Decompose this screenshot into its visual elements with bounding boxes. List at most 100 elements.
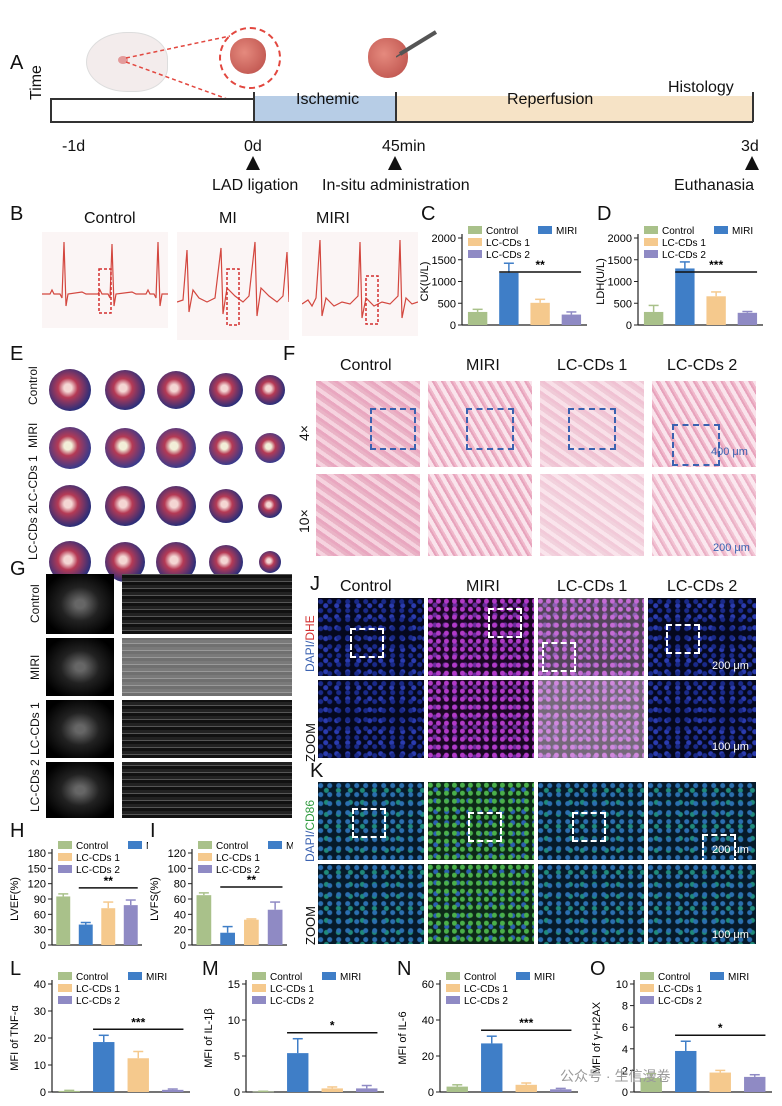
ttc-heart-slice <box>156 486 196 526</box>
dhe-roi-control <box>350 628 384 658</box>
legend-swatch-lccds2 <box>644 250 658 258</box>
timeline-line <box>50 121 753 123</box>
timeline-tick-3d <box>752 92 754 122</box>
syringe-icon <box>396 30 438 58</box>
he-4x-control <box>316 381 420 467</box>
cd86-lccds1 <box>538 782 644 860</box>
he-col-lccds2: LC-CDs 2 <box>667 357 738 374</box>
dhe-zoom-lccds2 <box>648 680 756 758</box>
bar-lccds2 <box>744 1076 766 1092</box>
phase-histology: Histology <box>668 79 734 96</box>
ecg-title-mi: MI <box>219 210 237 227</box>
he-col-lccds1: LC-CDs 1 <box>557 357 628 374</box>
ttc-heart-slice <box>156 428 196 468</box>
dhe-col-control: Control <box>340 578 392 595</box>
heart-injection-icon <box>368 38 408 78</box>
event-lad-ligation: LAD ligation <box>212 177 299 194</box>
y-tick-label: 20 <box>422 1051 434 1063</box>
bar-miri <box>78 924 93 945</box>
he-scale-400: 400 μm <box>711 446 748 458</box>
legend-swatch-miri <box>268 841 282 849</box>
significance-stars: * <box>718 1021 723 1035</box>
y-tick-label: 1000 <box>608 277 632 289</box>
legend-swatch-control <box>58 841 72 849</box>
tick-minus1d: -1d <box>62 138 86 155</box>
dhe-miri <box>428 598 534 676</box>
bar-lccds1 <box>101 908 116 945</box>
y-axis-label: MFI of IL-6 <box>397 1011 409 1064</box>
dhe-roi-lccds2 <box>666 624 700 654</box>
he-col-control: Control <box>340 357 392 374</box>
bar-lccds2 <box>267 909 283 945</box>
zoom-lines <box>125 35 231 101</box>
dapi-text: DAPI/ <box>303 640 317 672</box>
legend-swatch-lccds1 <box>446 984 460 992</box>
echo-row-control: Control <box>28 584 42 623</box>
legend-swatch-control <box>446 972 460 980</box>
bar-miri <box>287 1053 309 1092</box>
dhe-scale-200: 200 μm <box>712 660 749 672</box>
ecg-title-control: Control <box>84 210 136 227</box>
cd86-roi-lccds1 <box>572 812 606 842</box>
dhe-zoom-control <box>318 680 424 758</box>
cd86-control <box>318 782 424 860</box>
y-tick-label: 4 <box>622 1044 628 1056</box>
panel-c-label: C <box>421 203 436 225</box>
echo-2d-miri <box>46 638 114 696</box>
bar-control <box>446 1086 468 1092</box>
legend-swatch-lccds1 <box>198 853 212 861</box>
legend-swatch-miri <box>322 972 336 980</box>
cd86-zoom-lccds2 <box>648 864 756 944</box>
significance-stars: ** <box>535 258 545 272</box>
dhe-control <box>318 598 424 676</box>
y-tick-label: 120 <box>168 848 186 860</box>
cd86-zoom-miri <box>428 864 534 944</box>
ttc-heart-slice <box>209 489 243 523</box>
heart-zoom-circle <box>219 27 281 89</box>
y-tick-label: 15 <box>228 979 240 991</box>
bar-lccds1 <box>706 296 726 325</box>
y-tick-label: 40 <box>34 979 46 991</box>
y-tick-label: 2 <box>622 1065 628 1077</box>
y-tick-label: 150 <box>28 863 46 875</box>
dhe-col-lccds1: LC-CDs 1 <box>557 578 628 595</box>
legend-label-control: Control <box>486 226 518 237</box>
cd86-scale-100: 100 μm <box>712 929 749 941</box>
dapi-text-k: DAPI/ <box>303 830 317 862</box>
y-axis-label: MFI of TNF-α <box>9 1005 21 1071</box>
bar-miri <box>675 1050 697 1092</box>
legend-label-lccds2: LC-CDs 2 <box>270 996 314 1007</box>
ttc-heart-slice <box>49 485 91 527</box>
echo-2d-control <box>46 574 114 634</box>
y-axis-label: CK(U/L) <box>419 262 431 302</box>
y-tick-label: 5 <box>234 1051 240 1063</box>
y-tick-label: 1000 <box>432 277 456 289</box>
bar-lccds1 <box>127 1058 149 1092</box>
y-tick-label: 500 <box>614 298 632 310</box>
panel-j-label: J <box>310 573 320 595</box>
bar-miri <box>481 1043 503 1092</box>
y-axis-label: LVEF(%) <box>9 877 21 921</box>
he-roi-control <box>370 408 416 450</box>
legend-swatch-lccds2 <box>640 996 654 1004</box>
y-tick-label: 0 <box>40 1087 46 1099</box>
y-tick-label: 40 <box>422 1015 434 1027</box>
cd86-roi-miri <box>468 812 502 842</box>
legend-swatch-lccds2 <box>58 996 72 1004</box>
echo-2d-lccds2 <box>46 762 114 818</box>
ttc-heart-slice <box>255 433 285 463</box>
event-euthanasia: Euthanasia <box>674 177 755 194</box>
bar-control <box>196 895 212 945</box>
legend-swatch-lccds2 <box>58 865 72 873</box>
ischemic-bar <box>253 96 395 122</box>
dhe-lccds1 <box>538 598 644 676</box>
arrow-3d-icon <box>745 156 759 170</box>
panel-m-label: M <box>202 958 219 980</box>
he-col-miri: MIRI <box>466 357 500 374</box>
tick-0d: 0d <box>244 138 262 155</box>
y-tick-label: 6 <box>622 1022 628 1034</box>
y-tick-label: 30 <box>34 1006 46 1018</box>
y-tick-label: 0 <box>450 320 456 332</box>
ttc-heart-slice <box>105 428 145 468</box>
mouse-heart-icon <box>118 56 128 64</box>
